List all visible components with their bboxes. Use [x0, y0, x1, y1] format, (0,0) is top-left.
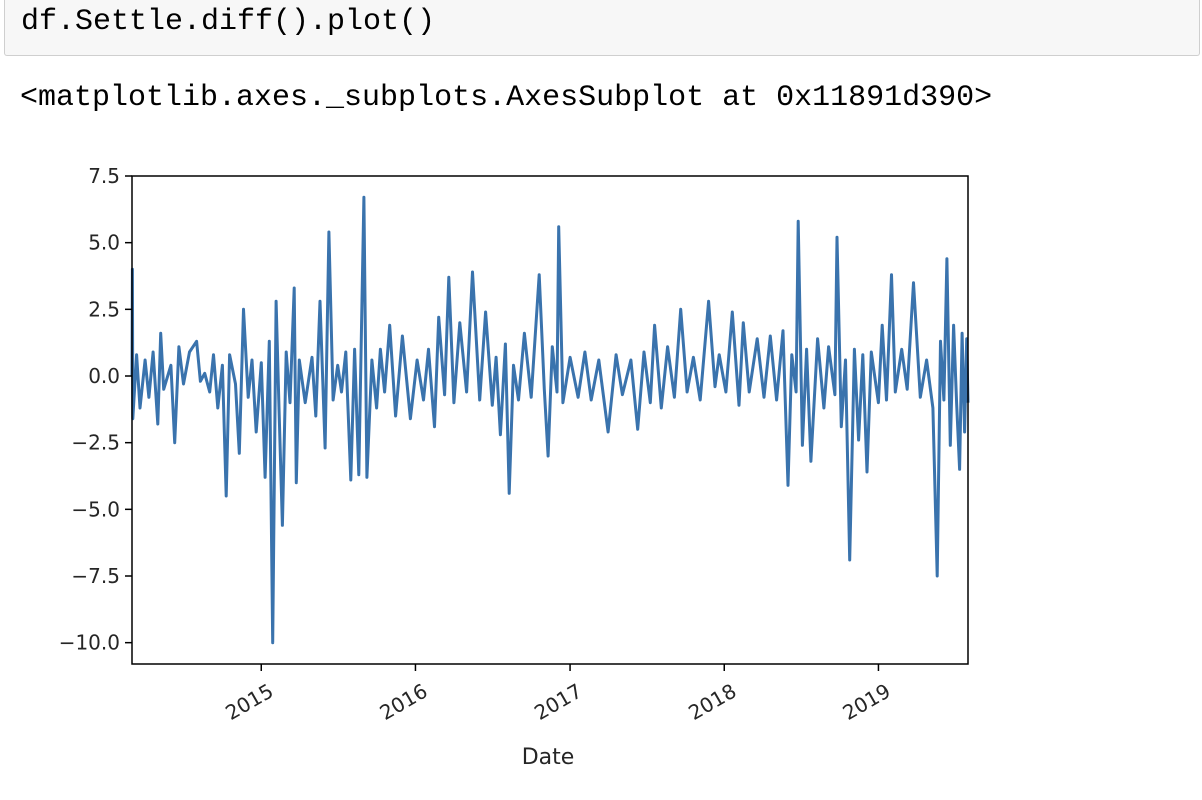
x-tick-label: 2017 — [530, 679, 586, 725]
y-tick-label: 7.5 — [88, 164, 120, 188]
y-tick-label: −2.5 — [71, 431, 120, 455]
x-axis: 2015 2016 2017 2018 2019 — [221, 664, 895, 725]
y-tick-label: 2.5 — [88, 297, 120, 321]
y-tick-label: −7.5 — [71, 564, 120, 588]
plot-area — [130, 195, 970, 645]
series-line-0 — [130, 195, 970, 645]
x-tick-label: 2019 — [838, 679, 894, 725]
y-tick-label: −10.0 — [59, 631, 120, 655]
x-tick-label: 2016 — [375, 679, 431, 725]
y-tick-label: −5.0 — [71, 497, 120, 521]
output-repr: <matplotlib.axes._subplots.AxesSubplot a… — [20, 81, 993, 115]
code-input[interactable]: df.Settle.diff().plot() — [21, 5, 436, 39]
y-axis: 7.5 5.0 2.5 0.0 −2.5 −5.0 −7.5 −10.0 — [59, 164, 132, 655]
axes-frame — [131, 175, 969, 665]
x-tick-label: 2015 — [221, 679, 277, 725]
code-cell[interactable]: df.Settle.diff().plot() — [4, 0, 1200, 56]
x-tick-label: 2018 — [684, 679, 740, 725]
x-axis-label: Date — [522, 745, 575, 770]
y-tick-label: 5.0 — [88, 231, 120, 255]
y-tick-label: 0.0 — [88, 364, 120, 388]
